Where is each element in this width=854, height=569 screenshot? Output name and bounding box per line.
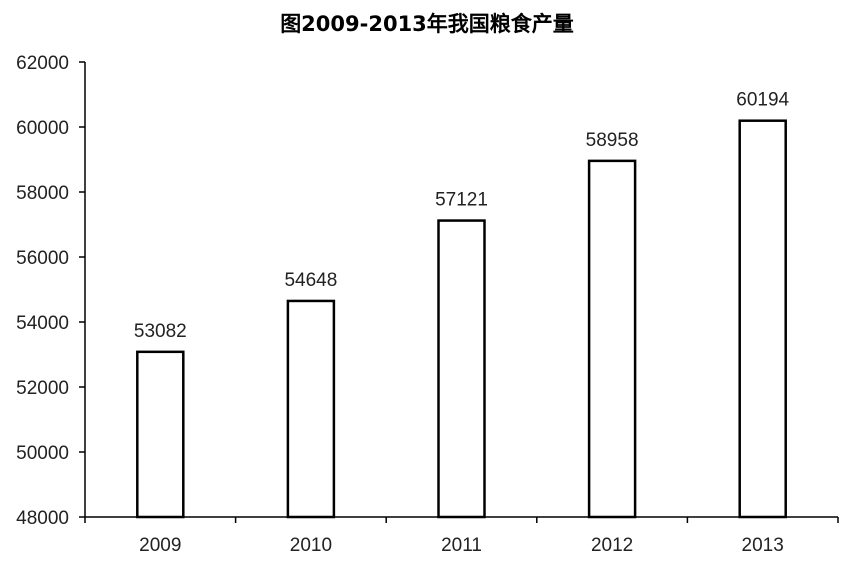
data-label-2013: 60194	[736, 90, 789, 111]
data-label-2009: 53082	[134, 321, 187, 342]
x-tick-label: 2009	[139, 535, 181, 556]
bar-2013	[738, 119, 787, 519]
y-tick-label: 48000	[16, 508, 69, 529]
data-label-2012: 58958	[586, 130, 639, 151]
data-labels: 53082 54648 57121 58958 60194	[134, 90, 790, 342]
y-tick-label: 62000	[16, 53, 69, 74]
y-tick-label: 60000	[16, 118, 69, 139]
bars	[136, 119, 787, 519]
x-tick-label: 2012	[591, 535, 633, 556]
x-tick-label: 2010	[290, 535, 332, 556]
y-tick-label: 52000	[16, 378, 69, 399]
bar-2011	[437, 219, 486, 519]
bar-2012	[587, 159, 637, 519]
y-tick-label: 54000	[16, 313, 69, 334]
y-axis: 48000 50000 52000 54000 56000 58000 60000 62000	[16, 53, 86, 529]
x-tick-label: 2011	[441, 535, 482, 556]
x-tick-label: 2013	[742, 535, 784, 556]
bar-2010	[286, 299, 336, 519]
y-tick-label: 58000	[16, 183, 69, 204]
data-label-2010: 54648	[284, 270, 337, 291]
chart-title: 图2009-2013年我国粮食产量	[280, 12, 574, 36]
x-axis: 2009 2010 2011 2012 2013	[84, 516, 839, 556]
y-tick-label: 50000	[16, 443, 69, 464]
bar-2009	[136, 350, 185, 519]
y-tick-label: 56000	[16, 248, 69, 269]
data-label-2011: 57121	[435, 190, 488, 211]
